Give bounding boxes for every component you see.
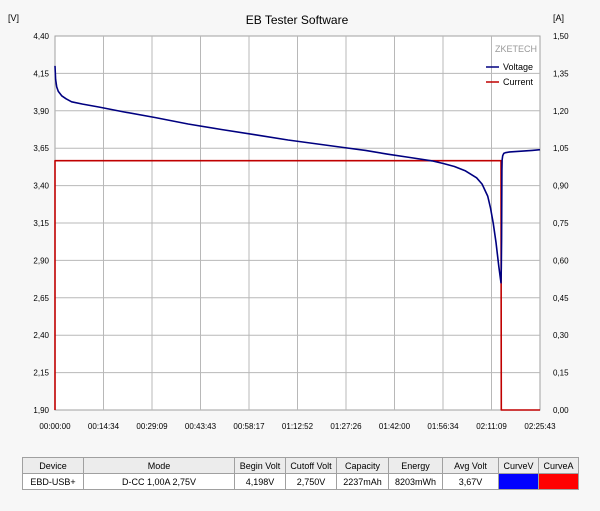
capacity-header: Capacity (336, 457, 389, 474)
cutoff-volt-header: Cutoff Volt (285, 457, 337, 474)
status-value-row: EBD-USB+ D-CC 1,00A 2,75V 4,198V 2,750V … (22, 473, 579, 490)
y-left-tick-label: 2,40 (33, 331, 49, 340)
y-right-tick-label: 1,35 (553, 69, 569, 78)
y-right-tick-label: 0,60 (553, 256, 569, 265)
y-right-unit: [A] (553, 13, 564, 23)
y-right-tick-label: 0,45 (553, 294, 569, 303)
curve-a-color-cell[interactable] (538, 473, 579, 490)
y-right-tick-label: 1,05 (553, 144, 569, 153)
x-tick-label: 01:56:34 (427, 422, 459, 431)
status-table: Device Mode Begin Volt Cutoff Volt Capac… (22, 457, 579, 490)
y-left-tick-label: 2,65 (33, 294, 49, 303)
discharge-chart: 4,40 1,50 4,15 1,35 3,90 1,20 3,65 1,05 3,40 0,90… (8, 13, 569, 431)
y-left-tick-label: 3,65 (33, 144, 49, 153)
x-tick-label: 00:29:09 (136, 422, 168, 431)
curve-a-swatch[interactable] (539, 474, 578, 489)
y-right-tick-label: 0,15 (553, 369, 569, 378)
x-tick-label: 00:43:43 (185, 422, 217, 431)
x-tick-label: 00:00:00 (39, 422, 71, 431)
series-layer (54, 65, 541, 411)
energy-header: Energy (388, 457, 443, 474)
y-left-unit: [V] (8, 13, 19, 23)
y-left-tick-label: 2,15 (33, 369, 49, 378)
y-right-tick-label: 1,20 (553, 107, 569, 116)
x-tick-label: 00:14:34 (88, 422, 120, 431)
mode-value: D-CC 1,00A 2,75V (83, 473, 235, 490)
curve-v-header[interactable]: CurveV (498, 457, 539, 474)
energy-value: 8203mWh (388, 473, 443, 490)
avg-volt-header: Avg Volt (442, 457, 499, 474)
y-left-tick-label: 4,15 (33, 69, 49, 78)
mode-header: Mode (83, 457, 235, 474)
device-value: EBD-USB+ (22, 473, 84, 490)
y-left-tick-label: 3,90 (33, 107, 49, 116)
ticks-layer: 4,40 1,50 4,15 1,35 3,90 1,20 3,65 1,05 3,40 0,90… (33, 32, 569, 431)
curve-v-color-cell[interactable] (498, 473, 539, 490)
y-left-tick-label: 2,90 (33, 256, 49, 265)
device-header: Device (22, 457, 84, 474)
y-left-tick-label: 4,40 (33, 32, 49, 41)
current-legend-label: Current (503, 77, 534, 87)
y-right-tick-label: 0,30 (553, 331, 569, 340)
y-left-tick-label: 3,40 (33, 182, 49, 191)
y-left-tick-label: 3,15 (33, 219, 49, 228)
y-right-tick-label: 0,00 (553, 406, 569, 415)
y-right-tick-label: 0,75 (553, 219, 569, 228)
status-header-row: Device Mode Begin Volt Cutoff Volt Capac… (22, 457, 579, 474)
capacity-value: 2237mAh (336, 473, 389, 490)
avg-volt-value: 3,67V (442, 473, 499, 490)
curve-a-header[interactable]: CurveA (538, 457, 579, 474)
y-left-tick-label: 1,90 (33, 406, 49, 415)
y-right-tick-label: 0,90 (553, 182, 569, 191)
x-tick-label: 02:11:09 (476, 422, 507, 431)
grid-layer (55, 36, 540, 410)
cutoff-volt-value: 2,750V (285, 473, 337, 490)
begin-volt-header: Begin Volt (234, 457, 286, 474)
chart-title: EB Tester Software (246, 13, 349, 27)
voltage-legend-label: Voltage (503, 62, 533, 72)
x-tick-label: 01:42:00 (379, 422, 411, 431)
x-tick-label: 01:27:26 (330, 422, 362, 431)
x-tick-label: 01:12:52 (282, 422, 314, 431)
x-tick-label: 02:25:43 (524, 422, 556, 431)
curve-v-swatch[interactable] (499, 474, 538, 489)
x-tick-label: 00:58:17 (233, 422, 265, 431)
begin-volt-value: 4,198V (234, 473, 286, 490)
legend: Voltage Current (486, 62, 534, 87)
current-series-line (54, 159, 540, 411)
watermark-label: ZKETECH (495, 44, 537, 54)
voltage-series-line (54, 65, 541, 284)
y-right-tick-label: 1,50 (553, 32, 569, 41)
